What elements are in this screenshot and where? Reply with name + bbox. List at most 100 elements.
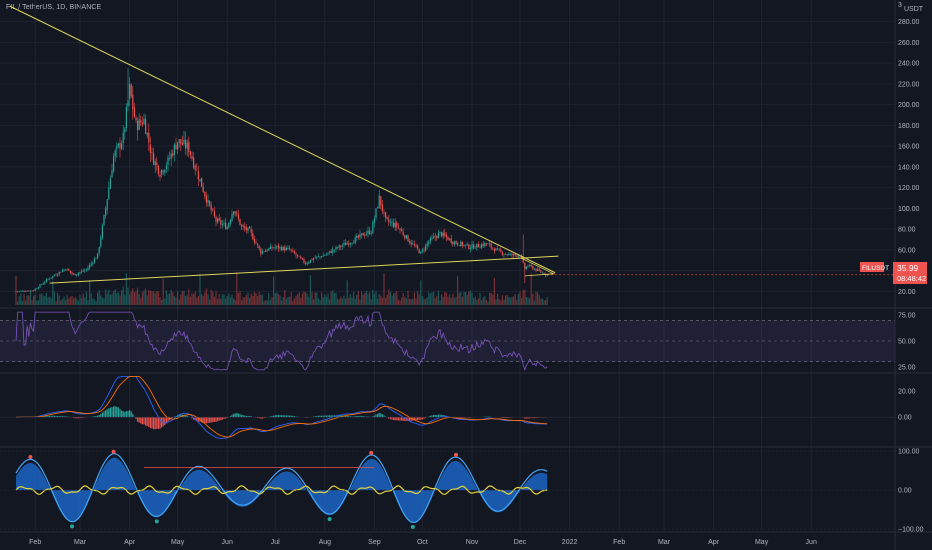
- volume-bar: [297, 294, 299, 305]
- macd-histogram-bar: [333, 415, 335, 418]
- candle-body: [457, 242, 459, 245]
- candle-body: [71, 272, 73, 274]
- candle-body: [340, 245, 342, 247]
- macd-histogram-bar: [95, 416, 97, 418]
- candle-body: [209, 200, 211, 206]
- volume-bar: [516, 300, 518, 305]
- macd-histogram-bar: [204, 417, 206, 424]
- macd-histogram-bar: [231, 414, 233, 418]
- candle-body: [308, 262, 310, 264]
- macd-histogram-bar: [127, 410, 129, 418]
- volume-bar: [21, 301, 23, 305]
- candle-body: [225, 222, 227, 229]
- candle-body: [87, 267, 89, 270]
- candle-body: [421, 249, 423, 252]
- volume-bar: [269, 300, 271, 305]
- volume-bar: [354, 298, 356, 305]
- volume-bar: [87, 299, 89, 305]
- candle-body: [233, 211, 235, 215]
- macd-histogram-bar: [165, 417, 167, 424]
- volume-bar: [460, 291, 462, 305]
- time-tick-label: Jun: [222, 539, 233, 546]
- candle-body: [452, 242, 454, 244]
- osc-trough-dot: [327, 517, 332, 522]
- volume-bar: [140, 298, 142, 305]
- volume-bar: [489, 292, 491, 305]
- volume-bar: [517, 293, 519, 305]
- macd-histogram-bar: [404, 417, 406, 422]
- volume-bar: [457, 275, 459, 305]
- volume-bar: [255, 293, 257, 305]
- candle-body: [373, 218, 375, 224]
- volume-bar: [97, 292, 99, 305]
- candle-body: [463, 244, 465, 246]
- candle-body: [167, 157, 169, 166]
- candle-body: [426, 243, 428, 246]
- macd-histogram-bar: [359, 415, 361, 418]
- volume-bar: [497, 293, 499, 305]
- candle-body: [157, 165, 159, 174]
- candle-body: [277, 245, 279, 249]
- volume-bar: [413, 292, 415, 305]
- macd-histogram-bar: [108, 408, 110, 418]
- volume-bar: [117, 292, 119, 305]
- candle-body: [391, 222, 393, 223]
- volume-bar: [369, 292, 371, 305]
- macd-histogram-bar: [305, 417, 307, 418]
- volume-bar: [380, 295, 382, 305]
- time-tick-label: May: [755, 539, 769, 546]
- volume-bar: [217, 298, 219, 305]
- macd-histogram-bar: [121, 410, 123, 418]
- macd-histogram-bar: [55, 415, 57, 418]
- volume-bar: [263, 300, 265, 305]
- volume-bar: [98, 290, 100, 305]
- volume-bar: [151, 291, 153, 305]
- candle-body: [301, 258, 303, 260]
- volume-bar: [330, 291, 332, 305]
- candle-body: [399, 228, 401, 230]
- volume-bar: [412, 298, 414, 305]
- candle-body: [397, 227, 399, 228]
- candle-body: [220, 220, 222, 225]
- volume-bar: [404, 296, 406, 305]
- volume-bar: [277, 294, 279, 305]
- macd-histogram-bar: [402, 417, 404, 421]
- volume-bar: [545, 300, 547, 305]
- volume-bar: [306, 293, 308, 305]
- macd-histogram-bar: [381, 414, 383, 418]
- macd-histogram-bar: [364, 416, 366, 418]
- candle-body: [343, 242, 345, 245]
- macd-histogram-bar: [505, 417, 507, 419]
- time-tick-label: Mar: [74, 539, 87, 546]
- osc-peak-dot: [111, 449, 116, 454]
- volume-bar: [305, 292, 307, 305]
- volume-bar: [231, 294, 233, 305]
- candle-body: [492, 247, 494, 249]
- candle-body: [130, 84, 132, 97]
- macd-histogram-bar: [250, 416, 252, 418]
- volume-bar: [428, 292, 430, 305]
- candle-body: [255, 241, 257, 244]
- volume-bar: [444, 292, 446, 305]
- candle-body: [519, 256, 521, 257]
- candle-body: [447, 236, 449, 241]
- candle-body: [266, 250, 268, 251]
- ticker-tag-bg: [860, 262, 884, 272]
- candle-body: [180, 139, 182, 144]
- volume-bar: [130, 291, 132, 305]
- volume-bar: [367, 294, 369, 305]
- volume-bar: [221, 294, 223, 305]
- macd-histogram-bar: [63, 416, 65, 418]
- candle-body: [479, 247, 481, 249]
- macd-histogram-bar: [215, 417, 217, 422]
- currency-label: USDT: [904, 6, 924, 13]
- macd-histogram-bar: [93, 416, 95, 418]
- macd-histogram-bar: [52, 415, 54, 418]
- volume-bar: [84, 297, 86, 305]
- ascending-trendline: [49, 255, 559, 284]
- candle-body: [53, 275, 55, 276]
- volume-bar: [410, 299, 412, 305]
- volume-bar: [29, 292, 31, 305]
- candle-body: [271, 246, 273, 249]
